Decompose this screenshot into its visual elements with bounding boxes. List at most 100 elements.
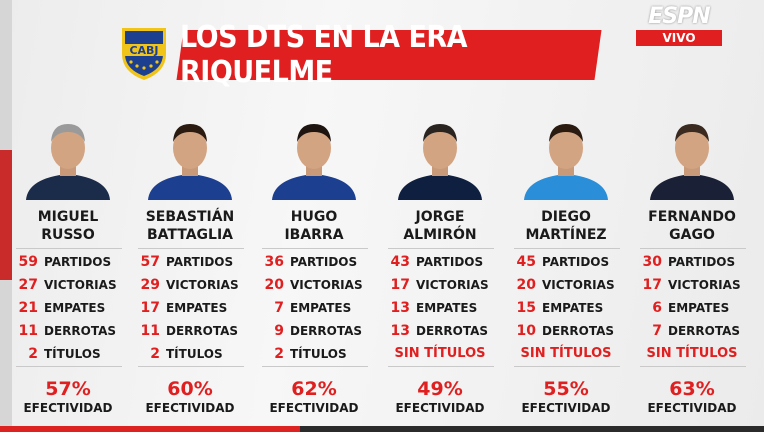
stat-row: 27 VICTORIAS [8,275,128,295]
live-badge: VIVO [636,30,722,46]
coach-name: FERNANDO GAGO [632,208,752,244]
coach-first-name: DIEGO [541,209,591,225]
stat-row: 11 DERROTAS [8,321,128,341]
stat-value: 59 [18,254,38,270]
coach-last-name: IBARRA [284,227,344,243]
stat-label: EMPATES [668,301,730,315]
effectiveness-value: 63% [669,378,715,400]
coach-last-name: BATTAGLIA [146,227,234,243]
effectiveness-label: EFECTIVIDAD [23,401,113,415]
stat-value: 30 [642,254,662,270]
stat-row: SIN TÍTULOS [506,344,626,364]
effectiveness-label: EFECTIVIDAD [145,401,235,415]
stat-label: VICTORIAS [668,278,741,292]
stat-label: DERROTAS [542,324,615,338]
coach-first-name: MIGUEL [37,209,99,225]
stat-row: 7 EMPATES [254,298,374,318]
stat-value: 29 [140,277,160,293]
stat-row: 2 TÍTULOS [130,344,250,364]
stat-row: 29 VICTORIAS [130,275,250,295]
stat-value: 15 [516,300,536,316]
stat-label: PARTIDOS [290,255,358,269]
stat-label: PARTIDOS [668,255,736,269]
stat-value: 36 [264,254,284,270]
effectiveness-value: 60% [167,378,213,400]
effectiveness-value: 62% [291,378,337,400]
stat-value: 13 [390,323,410,339]
stat-row: 9 DERROTAS [254,321,374,341]
divider [388,366,494,367]
stat-value: 11 [18,323,38,339]
stat-label: VICTORIAS [290,278,363,292]
stat-row: 2 TÍTULOS [254,344,374,364]
stat-value: 9 [274,323,284,339]
effectiveness-label: EFECTIVIDAD [269,401,359,415]
coach-name: MIGUEL RUSSO [8,208,128,244]
stat-label: EMPATES [44,301,106,315]
stat-row: 36 PARTIDOS [254,252,374,272]
stat-row: 17 EMPATES [130,298,250,318]
stat-row: 43 PARTIDOS [380,252,500,272]
coach-last-name: GAGO [669,227,715,243]
stat-row: 15 EMPATES [506,298,626,318]
stat-label: TÍTULOS [290,347,347,361]
stat-label: EMPATES [166,301,228,315]
coach-last-name: RUSSO [41,227,95,243]
crest-text: CABJ [129,44,158,57]
stat-value: 57 [140,254,160,270]
espn-logo: ESPN VIVO [636,6,722,46]
stat-value: 2 [28,346,38,362]
divider [138,248,244,249]
stat-row: 20 VICTORIAS [254,275,374,295]
coach-photo [632,112,752,200]
stat-label: EMPATES [416,301,478,315]
stat-row: 45 PARTIDOS [506,252,626,272]
stat-row: 7 DERROTAS [632,321,752,341]
coach-name: HUGO IBARRA [254,208,374,244]
left-edge-bar [0,0,12,432]
stat-value: 43 [390,254,410,270]
coach-photo [506,112,626,200]
stat-label: VICTORIAS [542,278,615,292]
effectiveness-value: 55% [543,378,589,400]
stat-row: 17 VICTORIAS [380,275,500,295]
effectiveness-label: EFECTIVIDAD [395,401,485,415]
coach-last-name: MARTÍNEZ [525,227,607,243]
coach-first-name: HUGO [290,209,338,225]
coach-name: JORGE ALMIRÓN [380,208,500,244]
divider [262,248,368,249]
stat-label: DERROTAS [416,324,489,338]
coach-photo [130,112,250,200]
coach-first-name: JORGE [415,209,465,225]
stat-value: 21 [18,300,38,316]
stat-label: DERROTAS [290,324,363,338]
stat-row: 20 VICTORIAS [506,275,626,295]
stat-value: 2 [274,346,284,362]
effectiveness-label: EFECTIVIDAD [521,401,611,415]
no-titles-label: SIN TÍTULOS [520,346,612,361]
stat-row: 21 EMPATES [8,298,128,318]
divider [514,248,620,249]
coach-photo [380,112,500,200]
coach-last-name: ALMIRÓN [403,227,477,243]
stat-row: 10 DERROTAS [506,321,626,341]
espn-wordmark: ESPN [648,4,710,29]
stat-row: 17 VICTORIAS [632,275,752,295]
divider [138,366,244,367]
stat-label: TÍTULOS [166,347,223,361]
stat-row: 6 EMPATES [632,298,752,318]
stat-label: EMPATES [290,301,352,315]
coach-first-name: SEBASTIÁN [145,209,235,225]
stat-value: 20 [264,277,284,293]
divider [262,366,368,367]
stat-label: EMPATES [542,301,604,315]
stat-value: 13 [390,300,410,316]
no-titles-label: SIN TÍTULOS [394,346,486,361]
stat-value: 17 [642,277,662,293]
stat-label: DERROTAS [166,324,239,338]
boca-crest-logo: CABJ [118,24,170,82]
effectiveness-value: 57% [45,378,91,400]
coach-name: DIEGO MARTÍNEZ [506,208,626,244]
stat-row: SIN TÍTULOS [380,344,500,364]
stat-value: 7 [274,300,284,316]
